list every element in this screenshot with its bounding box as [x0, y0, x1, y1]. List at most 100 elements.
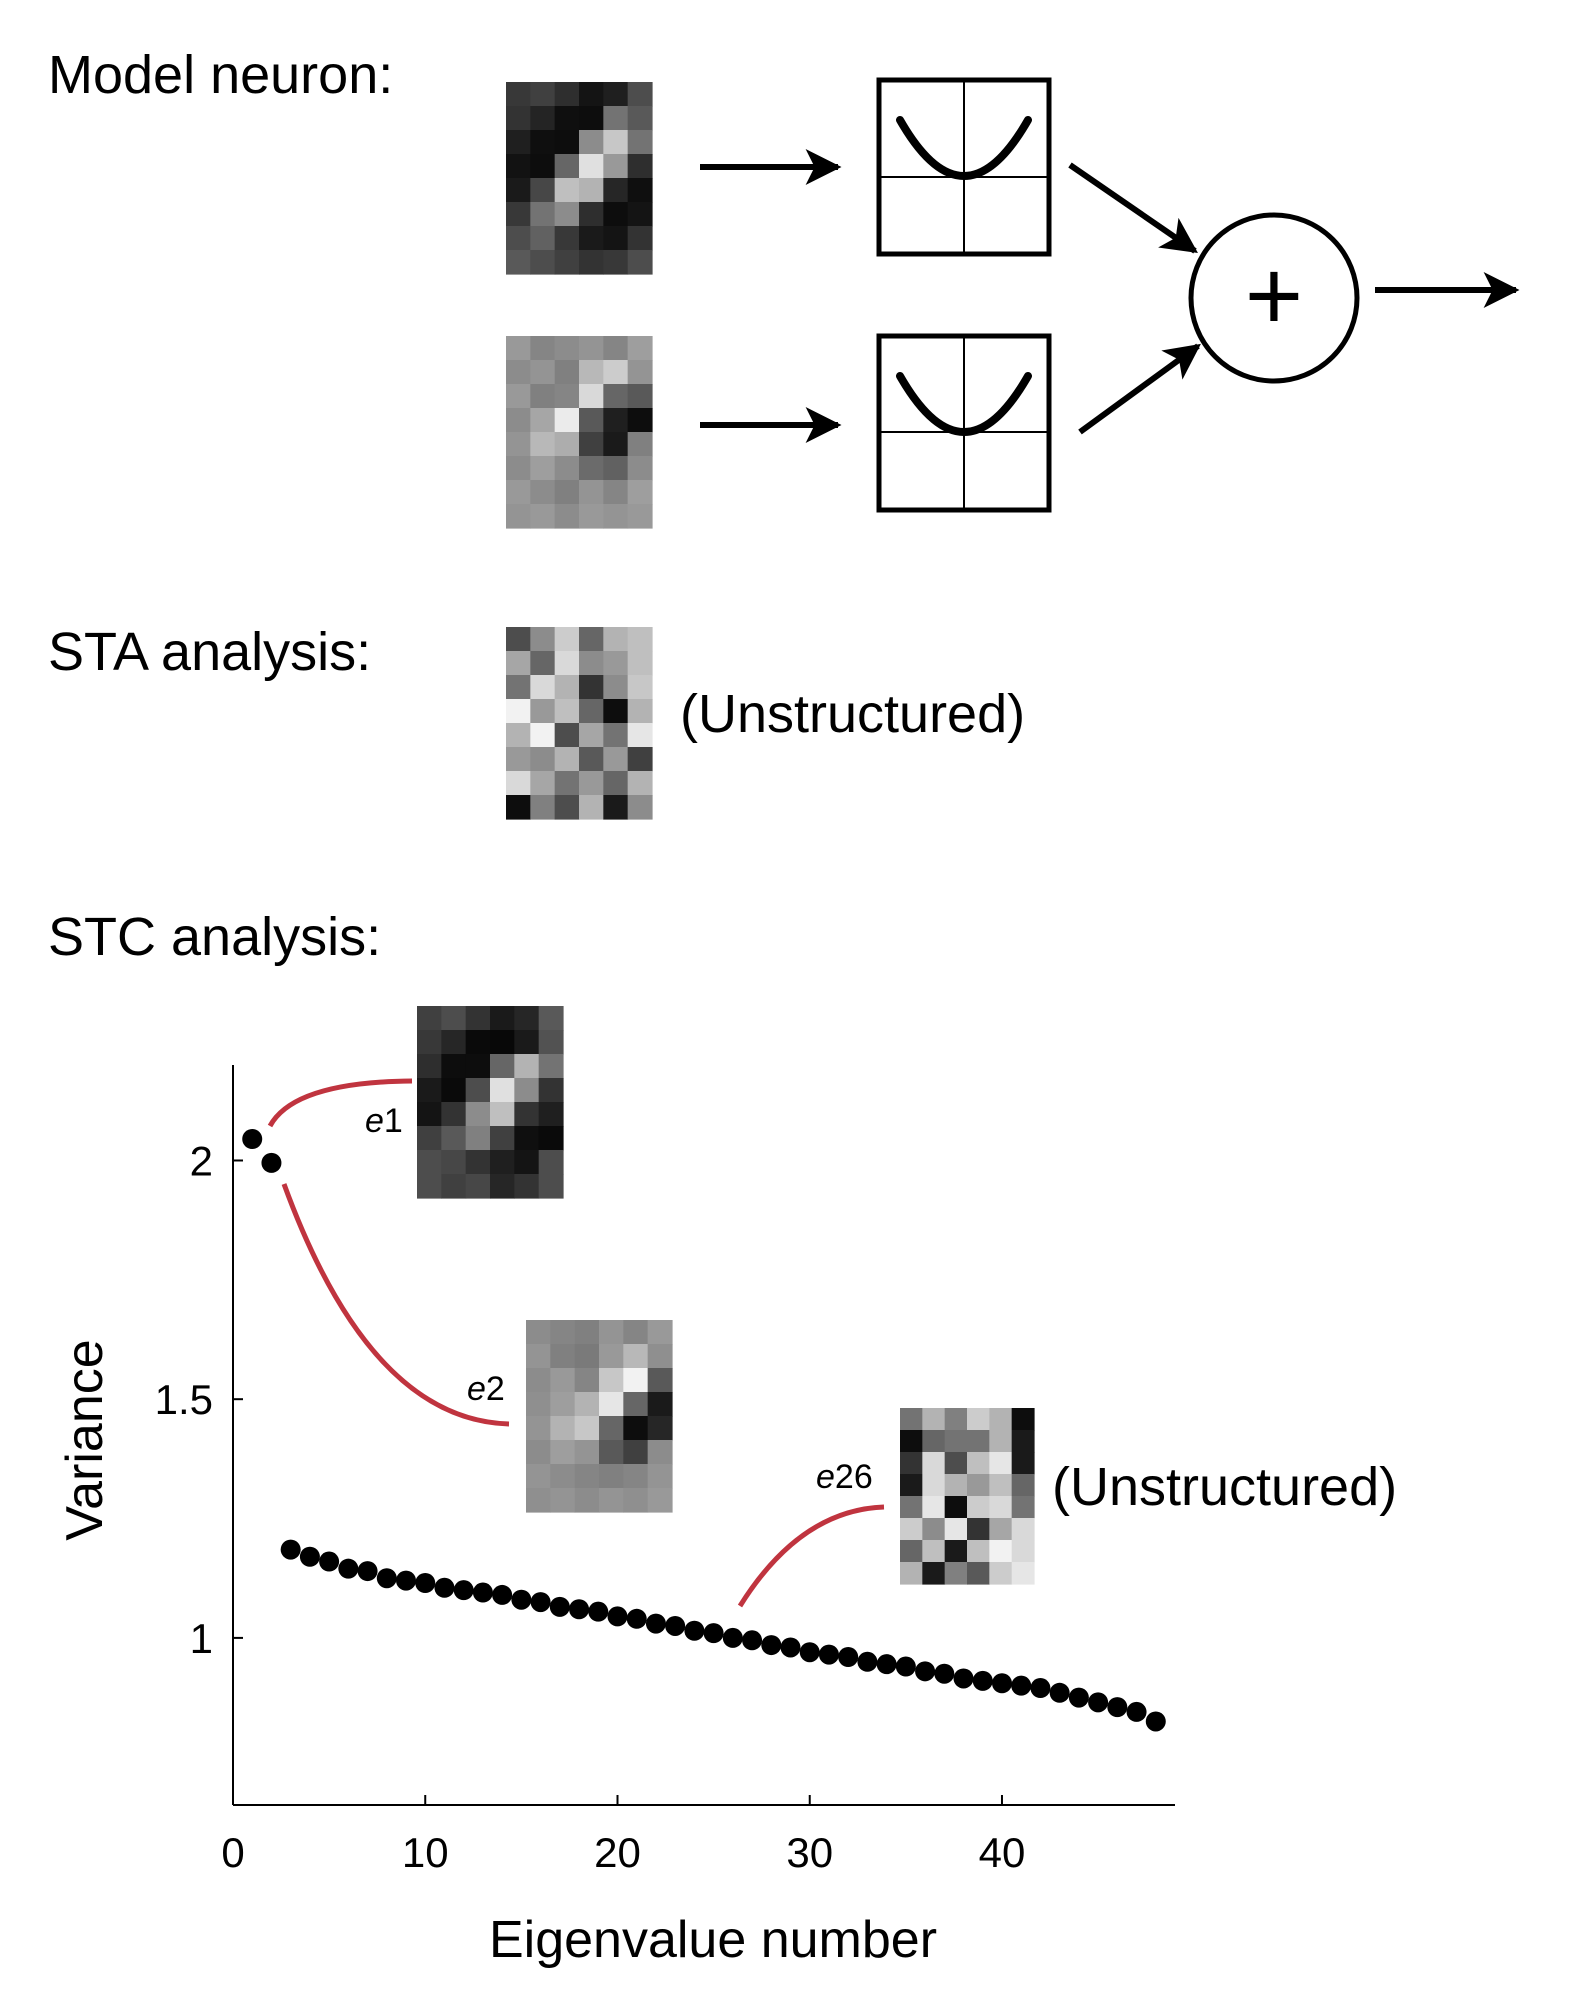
e26-connector	[737, 1504, 885, 1608]
e2-patch	[526, 1320, 673, 1513]
data-point	[684, 1620, 705, 1641]
patch-pixel	[550, 1368, 576, 1393]
data-point	[434, 1577, 455, 1598]
patch-pixel	[623, 1392, 649, 1417]
patch-pixel	[579, 651, 604, 676]
patch-pixel	[506, 675, 531, 700]
patch-pixel	[490, 1126, 515, 1151]
patch-pixel	[989, 1562, 1013, 1585]
patch-pixel	[506, 480, 531, 505]
patch-pixel	[441, 1006, 467, 1031]
patch-pixel	[603, 106, 629, 131]
patch-pixel	[465, 1030, 491, 1055]
patch-pixel	[465, 1126, 491, 1151]
patch-pixel	[526, 1392, 551, 1417]
patch-pixel	[989, 1496, 1013, 1519]
patch-pixel	[579, 456, 604, 481]
patch-pixel	[579, 384, 604, 409]
data-point	[511, 1589, 532, 1610]
patch-pixel	[603, 336, 629, 361]
patch-pixel	[627, 456, 653, 481]
patch-pixel	[579, 771, 604, 796]
patch-pixel	[417, 1030, 442, 1055]
patch-pixel	[579, 82, 604, 107]
patch-pixel	[490, 1078, 515, 1103]
patch-pixel	[944, 1408, 968, 1431]
model-neuron-label: Model neuron:	[48, 45, 393, 105]
patch-pixel	[603, 795, 629, 820]
patch-pixel	[1011, 1540, 1035, 1563]
patch-pixel	[530, 675, 556, 700]
patch-pixel	[1011, 1430, 1035, 1453]
patch-pixel	[627, 226, 653, 251]
patch-pixel	[579, 178, 604, 203]
patch-pixel	[490, 1054, 515, 1079]
x-tick-label: 10	[402, 1829, 449, 1876]
patch-pixel	[647, 1464, 673, 1489]
data-point	[838, 1647, 859, 1667]
arrow-icon	[1078, 343, 1201, 435]
patch-pixel	[538, 1078, 564, 1103]
patch-pixel	[506, 504, 531, 529]
patch-pixel	[550, 1416, 576, 1441]
patch-pixel	[574, 1320, 600, 1345]
patch-pixel	[506, 651, 531, 676]
patch-pixel	[603, 504, 629, 529]
patch-pixel	[900, 1496, 923, 1519]
patch-pixel	[554, 154, 580, 179]
patch-pixel	[627, 384, 653, 409]
patch-pixel	[967, 1452, 990, 1475]
patch-pixel	[603, 432, 629, 457]
patch-pixel	[514, 1126, 540, 1151]
patch-pixel	[603, 202, 629, 227]
patch-pixel	[579, 480, 604, 505]
patch-pixel	[554, 675, 580, 700]
patch-pixel	[627, 723, 653, 748]
patch-pixel	[526, 1488, 551, 1513]
patch-pixel	[530, 106, 556, 131]
data-point	[1126, 1701, 1147, 1722]
patch-pixel	[603, 480, 629, 505]
patch-pixel	[417, 1054, 442, 1079]
patch-pixel	[900, 1540, 923, 1563]
patch-pixel	[1011, 1562, 1035, 1585]
data-point	[299, 1546, 320, 1567]
data-point	[1145, 1711, 1166, 1732]
patch-pixel	[550, 1344, 576, 1369]
patch-pixel	[514, 1174, 540, 1199]
patch-pixel	[417, 1174, 442, 1199]
filter-1-patch	[506, 82, 653, 275]
patch-pixel	[922, 1562, 946, 1585]
patch-pixel	[530, 699, 556, 724]
patch-pixel	[579, 202, 604, 227]
e1-connector	[267, 1078, 413, 1128]
patch-pixel	[538, 1006, 564, 1031]
patch-pixel	[989, 1430, 1013, 1453]
patch-pixel	[530, 723, 556, 748]
patch-pixel	[530, 627, 556, 652]
patch-pixel	[530, 747, 556, 772]
patch-pixel	[627, 336, 653, 361]
data-point	[780, 1637, 801, 1658]
patch-pixel	[922, 1430, 946, 1453]
patch-pixel	[514, 1078, 540, 1103]
patch-pixel	[530, 408, 556, 433]
patch-pixel	[603, 250, 629, 275]
patch-pixel	[967, 1408, 990, 1431]
e26-patch	[900, 1408, 1035, 1585]
patch-pixel	[530, 82, 556, 107]
patch-pixel	[574, 1344, 600, 1369]
patch-pixel	[554, 250, 580, 275]
patch-pixel	[506, 384, 531, 409]
patch-pixel	[623, 1344, 649, 1369]
patch-pixel	[627, 675, 653, 700]
patch-pixel	[530, 202, 556, 227]
data-point	[934, 1663, 955, 1684]
patch-pixel	[944, 1430, 968, 1453]
patch-pixel	[603, 723, 629, 748]
patch-pixel	[554, 456, 580, 481]
patch-pixel	[530, 154, 556, 179]
patch-pixel	[465, 1078, 491, 1103]
y-axis-label: Variance	[56, 1339, 114, 1540]
x-tick-label: 20	[594, 1829, 641, 1876]
